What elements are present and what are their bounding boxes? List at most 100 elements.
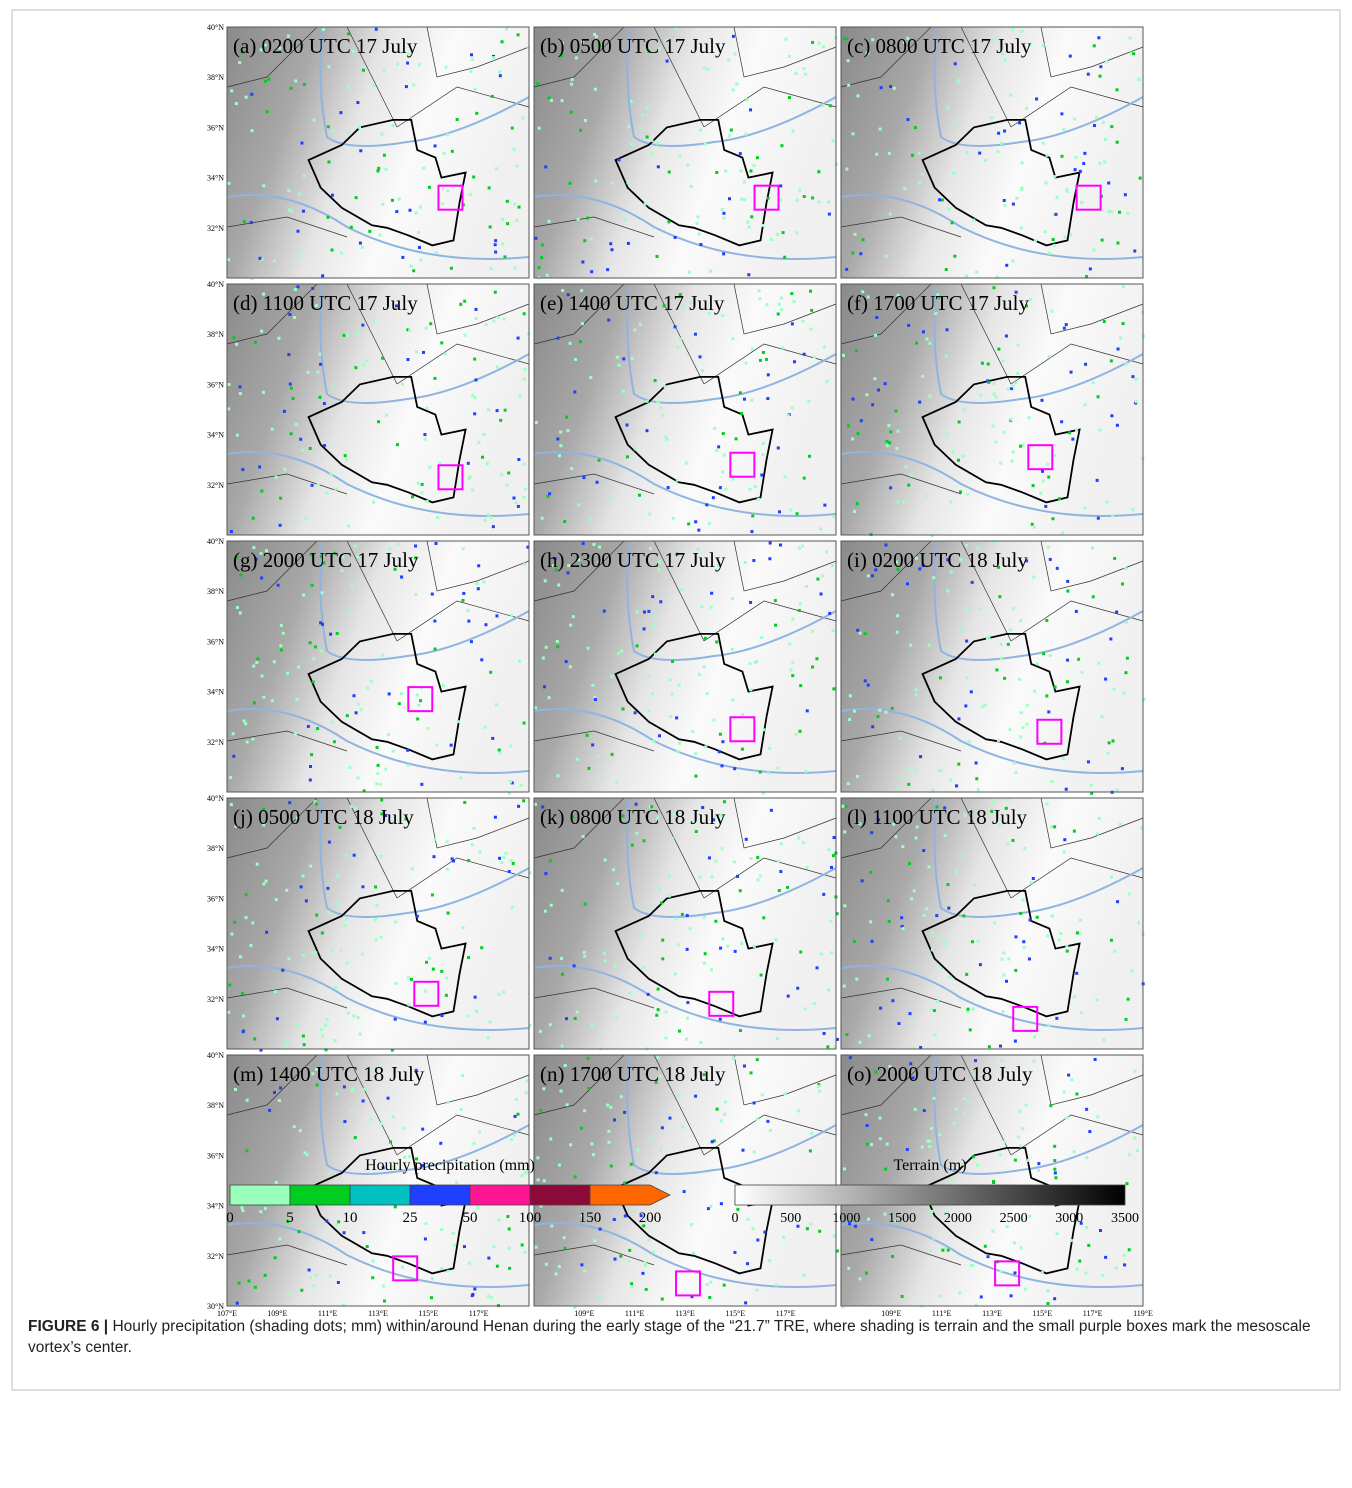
precip-dot: [768, 541, 772, 545]
precip-dot: [731, 698, 735, 702]
panel-label: (c) 0800 UTC 17 July: [847, 34, 1032, 58]
panel-label: (g) 2000 UTC 17 July: [233, 548, 419, 572]
precip-dot: [439, 1141, 443, 1145]
precip-dot: [228, 983, 232, 987]
precip-dot: [965, 543, 969, 547]
precip-dot: [594, 179, 598, 183]
precip-dot: [1009, 417, 1013, 421]
precip-dot: [419, 699, 423, 703]
precip-dot: [590, 1142, 594, 1146]
precip-dot: [667, 220, 671, 224]
precip-dot: [949, 500, 953, 504]
precip-dot: [642, 839, 646, 843]
precip-dot: [1003, 1140, 1007, 1144]
precip-dot: [957, 78, 961, 82]
precip-dot: [847, 1266, 851, 1270]
precip-dot: [676, 749, 680, 753]
precip-dot: [818, 1229, 822, 1233]
river: [226, 1054, 530, 1288]
precip-dot: [955, 784, 959, 788]
precip-dot: [962, 408, 966, 412]
precip-dot: [930, 948, 934, 952]
precip-dot: [715, 170, 719, 174]
precip-dot: [1018, 121, 1022, 125]
precip-dot: [593, 697, 597, 701]
lat-label: 36°N: [207, 380, 224, 389]
precip-dot: [904, 465, 908, 469]
precip-dot: [244, 916, 248, 920]
precip-dot: [1066, 658, 1070, 662]
precip-dot: [1065, 949, 1069, 953]
precip-dot: [525, 1170, 529, 1174]
lat-label: 34°N: [207, 945, 224, 954]
precip-dot: [894, 835, 898, 839]
precip-dot: [798, 188, 802, 192]
precip-dot: [587, 766, 591, 770]
precip-dot: [339, 111, 343, 115]
precip-dot: [491, 736, 495, 740]
precip-dot: [712, 815, 716, 819]
precip-dot: [352, 853, 356, 857]
precip-dot: [440, 969, 444, 973]
precip-dot: [909, 643, 913, 647]
precip-dot: [557, 583, 561, 587]
precip-dot: [758, 297, 762, 301]
precip-dot: [865, 1124, 869, 1128]
colorbar-segment: [409, 1184, 471, 1206]
precip-dot: [498, 70, 502, 74]
precip-dot: [329, 632, 333, 636]
precip-dot: [650, 1137, 654, 1141]
precip-dot: [589, 376, 593, 380]
precip-dot: [493, 290, 497, 294]
precip-dot: [499, 418, 503, 422]
precip-dot: [1086, 72, 1090, 76]
precip-dot: [335, 632, 339, 636]
precip-dot: [769, 237, 773, 241]
precip-dot: [712, 818, 716, 822]
precip-dot: [320, 931, 324, 935]
precip-dot: [1075, 971, 1079, 975]
panel-label: (n) 1700 UTC 18 July: [540, 1062, 726, 1086]
precip-dot: [433, 376, 437, 380]
precip-dot: [295, 697, 299, 701]
precip-dot: [734, 437, 738, 441]
precip-dot: [949, 778, 953, 782]
precip-dot: [523, 1171, 527, 1175]
precip-dot: [1065, 944, 1069, 948]
precip-dot: [461, 1074, 465, 1078]
precip-dot: [1092, 44, 1096, 48]
precip-dot: [563, 1246, 567, 1250]
river: [226, 540, 530, 774]
precip-dot: [577, 503, 581, 507]
precip-dot: [319, 621, 323, 625]
precip-dot: [540, 256, 544, 260]
precip-dot: [707, 311, 711, 315]
henan-outline: [614, 1146, 774, 1275]
precip-dot: [1104, 1255, 1108, 1259]
precip-dot: [846, 424, 850, 428]
precip-dot: [710, 1140, 714, 1144]
precip-dot: [526, 545, 530, 549]
precip-dot: [678, 293, 682, 297]
precip-dot: [308, 778, 312, 782]
precip-dot: [319, 649, 323, 653]
lon-label: 109°E: [881, 1309, 901, 1318]
precip-dot: [615, 780, 619, 784]
precip-dot: [1008, 628, 1012, 632]
precip-dot: [376, 169, 380, 173]
precip-dot: [502, 317, 506, 321]
precip-dot: [525, 1079, 529, 1083]
colorbar-segment: [349, 1184, 411, 1206]
precip-dot: [474, 307, 478, 311]
precip-dot: [430, 1277, 434, 1281]
precip-dot: [629, 1162, 633, 1166]
precip-dot: [625, 423, 629, 427]
precip-dot: [1098, 74, 1102, 78]
precip-dot: [948, 975, 952, 979]
precip-dot: [925, 337, 929, 341]
vortex-box: [407, 686, 434, 713]
precip-dot: [739, 169, 743, 173]
panel-label: (m) 1400 UTC 18 July: [233, 1062, 425, 1086]
precip-dot: [822, 892, 826, 896]
precip-dot: [820, 952, 824, 956]
